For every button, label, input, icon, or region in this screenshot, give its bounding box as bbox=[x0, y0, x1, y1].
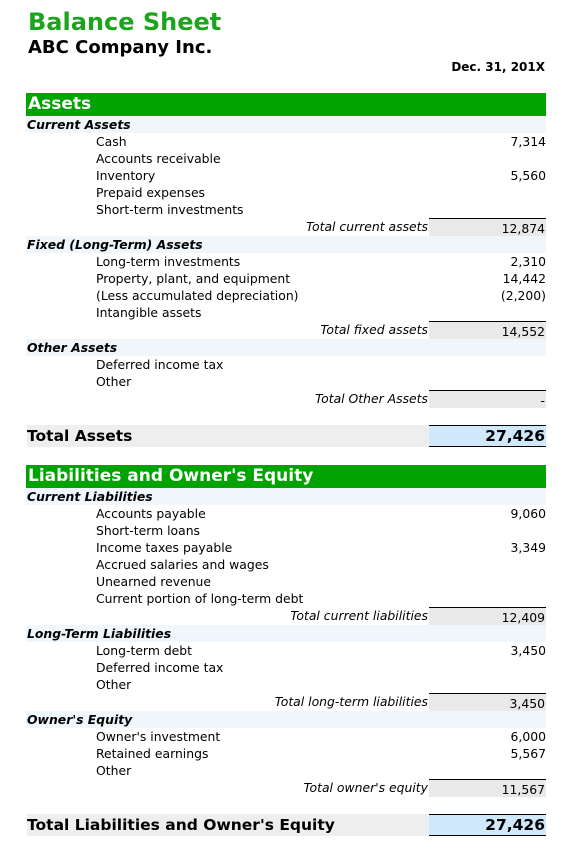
line-item: Owner's investment 6,000 bbox=[96, 729, 546, 744]
statement-date: Dec. 31, 201X bbox=[451, 60, 545, 74]
category-current-assets: Current Assets bbox=[26, 116, 546, 133]
line-item: Deferred income tax bbox=[96, 357, 224, 372]
line-item: Current portion of long-term debt bbox=[96, 591, 304, 606]
line-item: Inventory 5,560 bbox=[96, 168, 546, 183]
line-item: Prepaid expenses bbox=[96, 185, 206, 200]
total-liabilities-equity-row: Total Liabilities and Owner's Equity 27,4… bbox=[27, 814, 546, 836]
line-item: Accounts payable 9,060 bbox=[96, 506, 546, 521]
company-name: ABC Company Inc. bbox=[28, 37, 213, 58]
line-item: Income taxes payable 3,349 bbox=[96, 540, 546, 555]
line-item: Other bbox=[96, 374, 132, 389]
line-item: Property, plant, and equipment 14,442 bbox=[96, 271, 546, 286]
line-item: Short-term loans bbox=[96, 523, 201, 538]
category-fixed-assets: Fixed (Long-Term) Assets bbox=[26, 236, 546, 253]
assets-header: Assets bbox=[26, 93, 546, 116]
category-current-liabilities: Current Liabilities bbox=[26, 488, 546, 505]
line-item: Long-term investments 2,310 bbox=[96, 254, 546, 269]
subtotal-long-term-liabilities: Total long-term liabilities 3,450 bbox=[274, 693, 546, 711]
line-item: Deferred income tax bbox=[96, 660, 224, 675]
liabilities-header: Liabilities and Owner's Equity bbox=[26, 465, 546, 488]
subtotal-fixed-assets: Total fixed assets 14,552 bbox=[320, 321, 546, 339]
subtotal-current-liabilities: Total current liabilities 12,409 bbox=[290, 607, 546, 625]
subtotal-owners-equity: Total owner's equity 11,567 bbox=[303, 779, 546, 797]
line-item: Cash 7,314 bbox=[96, 134, 546, 149]
line-item: Accrued salaries and wages bbox=[96, 557, 269, 572]
line-item: Accounts receivable bbox=[96, 151, 221, 166]
category-owners-equity: Owner's Equity bbox=[26, 711, 546, 728]
line-item: Short-term investments bbox=[96, 202, 244, 217]
line-item: Retained earnings 5,567 bbox=[96, 746, 546, 761]
category-long-term-liabilities: Long-Term Liabilities bbox=[26, 625, 546, 642]
line-item: Long-term debt 3,450 bbox=[96, 643, 546, 658]
line-item: Unearned revenue bbox=[96, 574, 212, 589]
subtotal-current-assets: Total current assets 12,874 bbox=[305, 218, 546, 236]
sheet-title: Balance Sheet bbox=[28, 8, 222, 36]
subtotal-other-assets: Total Other Assets - bbox=[315, 390, 546, 408]
line-item: Other bbox=[96, 677, 132, 692]
line-item: (Less accumulated depreciation) (2,200) bbox=[96, 288, 546, 303]
category-other-assets: Other Assets bbox=[26, 339, 546, 356]
line-item: Intangible assets bbox=[96, 305, 202, 320]
total-assets-row: Total Assets 27,426 bbox=[27, 425, 546, 447]
line-item: Other bbox=[96, 763, 132, 778]
